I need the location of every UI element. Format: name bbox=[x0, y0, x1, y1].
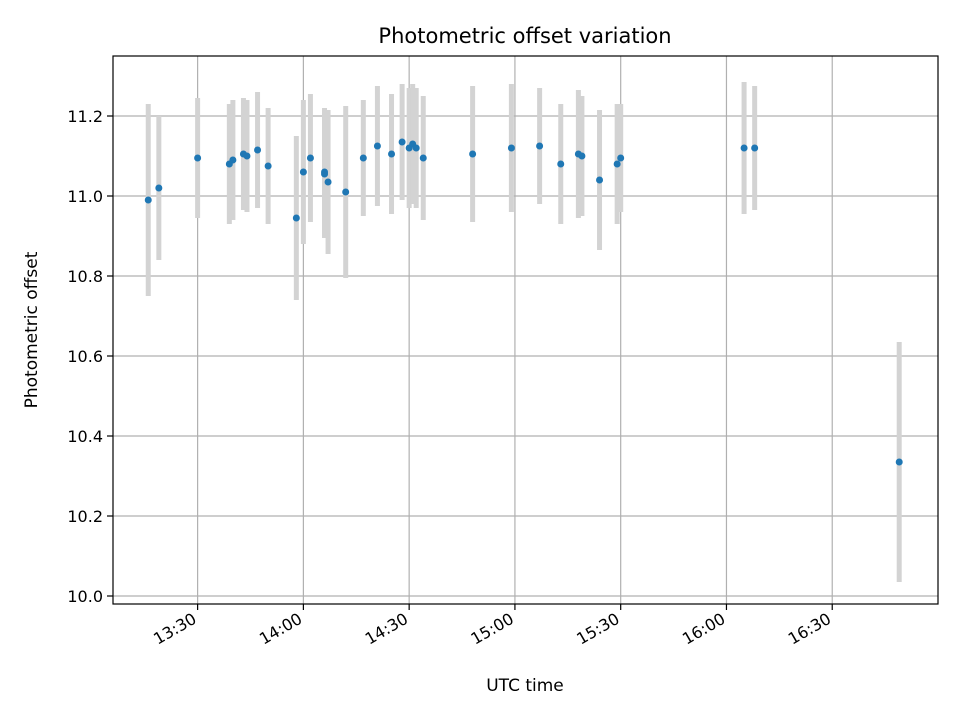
data-point bbox=[419, 154, 427, 162]
data-point bbox=[613, 160, 621, 168]
data-point bbox=[342, 188, 350, 196]
data-point bbox=[194, 154, 202, 162]
data-point bbox=[292, 214, 300, 222]
data-points bbox=[144, 138, 903, 466]
data-point bbox=[321, 170, 329, 178]
y-axis-label: Photometric offset bbox=[22, 251, 42, 408]
data-point bbox=[740, 144, 748, 152]
data-point bbox=[229, 156, 237, 164]
data-point bbox=[398, 138, 406, 146]
data-point bbox=[578, 152, 586, 160]
data-point bbox=[155, 184, 163, 192]
data-point bbox=[264, 162, 272, 170]
data-point bbox=[507, 144, 515, 152]
data-point bbox=[144, 196, 152, 204]
y-tick-label: 10.2 bbox=[67, 507, 103, 526]
data-point bbox=[596, 176, 604, 184]
plot-frame bbox=[112, 55, 939, 605]
data-point bbox=[324, 178, 332, 186]
data-point bbox=[373, 142, 381, 150]
data-point bbox=[299, 168, 307, 176]
y-tick-label: 10.8 bbox=[67, 267, 103, 286]
y-tick-label: 11.2 bbox=[67, 107, 103, 126]
y-tick-label: 10.4 bbox=[67, 427, 103, 446]
data-point bbox=[557, 160, 565, 168]
data-point bbox=[895, 458, 903, 466]
y-tick-label: 11.0 bbox=[67, 187, 103, 206]
data-point bbox=[412, 144, 420, 152]
data-point bbox=[254, 146, 262, 154]
data-point bbox=[388, 150, 396, 158]
data-point bbox=[751, 144, 759, 152]
x-axis-label: UTC time bbox=[486, 676, 564, 696]
data-point bbox=[469, 150, 477, 158]
y-tick-label: 10.6 bbox=[67, 347, 103, 366]
data-point bbox=[536, 142, 544, 150]
data-point bbox=[617, 154, 625, 162]
data-point bbox=[359, 154, 367, 162]
data-point bbox=[306, 154, 314, 162]
grid bbox=[113, 56, 938, 604]
y-tick-label: 10.0 bbox=[67, 587, 103, 606]
chart-title: Photometric offset variation bbox=[378, 24, 671, 48]
data-point bbox=[243, 152, 251, 160]
